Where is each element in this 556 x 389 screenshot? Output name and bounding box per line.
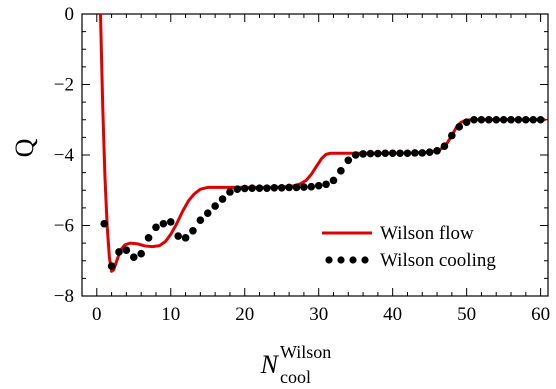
data-point-wilson-cooling [448,131,456,140]
data-point-wilson-cooling [255,184,264,192]
legend: Wilson flow Wilson cooling [322,223,496,271]
y-tick-label: −4 [54,145,75,166]
data-point-wilson-cooling [314,181,323,190]
data-point-wilson-cooling [174,232,182,240]
data-point-wilson-cooling [240,184,249,193]
data-point-wilson-cooling [100,219,108,228]
data-point-wilson-cooling [300,183,308,191]
x-axis-title: N Wilson cool [260,342,332,387]
data-point-wilson-cooling [337,167,345,175]
data-point-wilson-cooling [233,185,242,193]
data-point-wilson-cooling [181,234,190,242]
y-tick-label: −6 [54,216,74,237]
legend-label-flow: Wilson flow [380,223,474,244]
data-point-wilson-cooling [115,248,123,256]
data-point-wilson-cooling [137,249,145,258]
data-point-wilson-cooling [529,115,538,124]
x-tick-label: 20 [235,304,254,325]
data-point-wilson-cooling [425,148,434,156]
data-point-wilson-cooling [122,246,131,254]
data-point-wilson-cooling [285,183,293,192]
data-point-wilson-cooling [270,183,279,192]
y-tick-label: −2 [54,75,74,96]
x-axis-label-sup: Wilson [280,342,331,362]
legend-swatch-cooling [325,256,369,264]
y-tick-label: 0 [65,4,75,25]
data-point-wilson-cooling [396,149,404,158]
x-axis-label-sub: cool [280,367,311,387]
data-point-wilson-cooling [166,218,175,226]
y-axis-title: Q [10,138,39,157]
data-point-wilson-cooling [189,226,197,235]
data-point-wilson-cooling [329,176,338,185]
data-point-wilson-cooling [292,183,301,192]
y-axis-label: Q [10,138,39,157]
data-point-wilson-cooling [477,115,486,124]
data-point-wilson-cooling [403,149,412,158]
x-tick-label: 0 [92,304,102,325]
data-point-wilson-cooling [492,115,501,124]
data-point-wilson-cooling [107,262,116,270]
data-point-wilson-cooling [159,219,168,228]
x-tick-label: 40 [383,304,402,325]
data-layer [98,14,546,273]
data-point-wilson-cooling [507,115,515,124]
data-point-wilson-cooling [514,115,523,124]
data-point-wilson-cooling [152,223,160,232]
data-point-wilson-cooling [359,150,367,158]
data-point-wilson-cooling [351,151,360,159]
y-tick-label: −8 [54,286,74,307]
legend-label-cooling: Wilson cooling [380,250,496,271]
data-point-wilson-cooling [418,149,427,157]
x-tick-label: 10 [161,304,180,325]
plot-area: 0 10 20 30 40 50 60 0 −2 −4 −6 −8 [54,4,550,325]
data-point-wilson-cooling [455,123,464,131]
data-point-wilson-cooling [485,115,493,124]
data-point-wilson-cooling [129,253,138,262]
data-point-wilson-cooling [322,180,330,189]
data-point-wilson-cooling [381,149,390,158]
data-point-wilson-cooling [211,202,219,210]
data-point-wilson-cooling [522,115,530,124]
data-point-wilson-cooling [366,149,375,158]
data-point-wilson-cooling [470,115,478,124]
data-point-wilson-cooling [374,149,382,158]
x-tick-label: 30 [309,304,328,325]
x-tick-label: 50 [457,304,476,325]
data-point-wilson-cooling [344,156,353,165]
data-point-wilson-cooling [218,195,227,203]
data-point-wilson-cooling [263,184,271,192]
data-point-wilson-cooling [462,118,471,127]
data-point-wilson-cooling [411,149,419,157]
data-point-wilson-cooling [248,184,256,192]
data-point-wilson-cooling [388,149,397,158]
x-axis-label-base: N [260,350,280,379]
data-point-wilson-cooling [277,183,286,192]
data-point-wilson-cooling [536,115,545,124]
data-point-wilson-cooling [433,146,441,155]
x-tick-label: 60 [531,304,550,325]
data-point-wilson-cooling [226,188,234,196]
data-point-wilson-cooling [499,115,508,124]
data-point-wilson-cooling [203,209,212,217]
data-point-wilson-cooling [196,216,205,225]
data-point-wilson-cooling [440,142,449,150]
data-point-wilson-cooling [144,234,153,242]
data-point-wilson-cooling [307,182,316,191]
